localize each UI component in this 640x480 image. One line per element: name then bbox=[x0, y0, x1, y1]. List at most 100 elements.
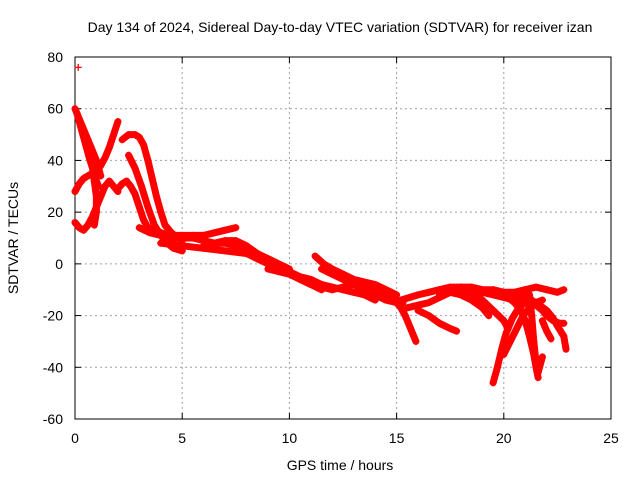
data-point bbox=[538, 306, 546, 314]
data-point bbox=[74, 63, 82, 71]
data-point bbox=[382, 293, 390, 301]
data-point bbox=[71, 105, 79, 113]
y-tick-label: 0 bbox=[55, 256, 63, 272]
data-point bbox=[105, 177, 113, 185]
data-point bbox=[468, 296, 476, 304]
y-tick-label: -20 bbox=[43, 308, 63, 324]
data-point bbox=[532, 283, 540, 291]
chart-title: Day 134 of 2024, Sidereal Day-to-day VTE… bbox=[88, 19, 593, 35]
data-point bbox=[446, 325, 454, 332]
data-point bbox=[110, 131, 118, 139]
data-point bbox=[403, 304, 411, 312]
data-point bbox=[105, 144, 113, 151]
y-tick-label: -60 bbox=[43, 411, 63, 427]
data-point bbox=[414, 306, 422, 314]
data-point bbox=[118, 136, 126, 144]
data-point bbox=[457, 291, 465, 299]
data-point bbox=[534, 368, 542, 376]
data-point bbox=[489, 306, 497, 314]
data-point bbox=[71, 218, 79, 226]
y-axis-label: SDTVAR / TECUs bbox=[5, 182, 21, 294]
data-point bbox=[122, 177, 130, 185]
data-point bbox=[221, 226, 229, 234]
data-point bbox=[506, 337, 514, 345]
data-point bbox=[243, 242, 251, 250]
data-point bbox=[97, 162, 105, 170]
data-point bbox=[478, 286, 486, 294]
data-point bbox=[161, 221, 169, 229]
y-tick-label: 60 bbox=[47, 101, 63, 117]
data-point bbox=[521, 317, 529, 325]
series-arc-24 bbox=[435, 288, 493, 320]
data-point bbox=[371, 281, 379, 289]
data-point bbox=[328, 286, 336, 294]
data-point bbox=[311, 252, 319, 260]
data-point bbox=[405, 322, 413, 330]
data-point bbox=[80, 175, 88, 183]
data-series bbox=[71, 63, 570, 387]
series-arc-25 bbox=[446, 283, 568, 296]
data-point bbox=[243, 250, 251, 258]
data-point bbox=[371, 288, 379, 296]
data-point bbox=[150, 221, 158, 229]
x-tick-label: 15 bbox=[389, 430, 405, 446]
data-point bbox=[350, 278, 358, 286]
data-point bbox=[92, 208, 100, 216]
data-point bbox=[493, 363, 501, 371]
data-point bbox=[410, 332, 418, 340]
data-point bbox=[425, 288, 433, 296]
x-tick-label: 0 bbox=[71, 430, 79, 446]
data-point bbox=[135, 203, 143, 211]
data-point bbox=[80, 226, 88, 234]
data-point bbox=[435, 291, 443, 299]
data-point bbox=[435, 319, 443, 327]
data-point bbox=[127, 182, 135, 190]
data-point bbox=[275, 262, 283, 270]
data-point bbox=[88, 162, 96, 170]
data-point bbox=[221, 247, 229, 255]
data-point bbox=[401, 312, 409, 320]
data-point bbox=[318, 265, 326, 273]
data-point bbox=[200, 242, 208, 250]
data-point bbox=[135, 133, 143, 141]
data-point bbox=[517, 306, 525, 314]
data-point bbox=[90, 177, 98, 185]
data-point bbox=[101, 154, 109, 162]
data-point bbox=[504, 293, 512, 301]
data-point bbox=[468, 283, 476, 291]
data-point bbox=[350, 288, 358, 296]
data-point bbox=[178, 242, 186, 250]
series-arc-5 bbox=[84, 136, 100, 229]
data-point bbox=[500, 288, 508, 296]
data-point bbox=[489, 286, 497, 294]
data-point bbox=[77, 125, 85, 133]
data-point bbox=[178, 231, 186, 239]
data-point bbox=[478, 304, 486, 312]
data-point bbox=[549, 317, 557, 325]
data-point bbox=[135, 224, 143, 232]
data-point bbox=[393, 291, 401, 299]
data-point bbox=[189, 231, 197, 239]
series-trace bbox=[489, 296, 536, 387]
data-point bbox=[339, 283, 347, 291]
data-point bbox=[157, 229, 165, 237]
data-point bbox=[157, 239, 165, 247]
data-point bbox=[560, 332, 568, 340]
data-point bbox=[264, 265, 272, 273]
data-point bbox=[167, 231, 175, 239]
data-point bbox=[146, 229, 154, 237]
data-point bbox=[71, 187, 79, 195]
data-point bbox=[152, 193, 160, 201]
data-point bbox=[131, 164, 139, 172]
data-point bbox=[221, 237, 229, 245]
x-tick-label: 10 bbox=[282, 430, 298, 446]
data-point bbox=[543, 286, 551, 294]
data-point bbox=[210, 229, 218, 237]
data-point bbox=[500, 350, 508, 358]
data-point bbox=[382, 286, 390, 294]
data-point bbox=[328, 268, 336, 276]
data-point bbox=[296, 275, 304, 283]
series-arc-31 bbox=[532, 301, 568, 327]
data-point bbox=[125, 131, 133, 139]
